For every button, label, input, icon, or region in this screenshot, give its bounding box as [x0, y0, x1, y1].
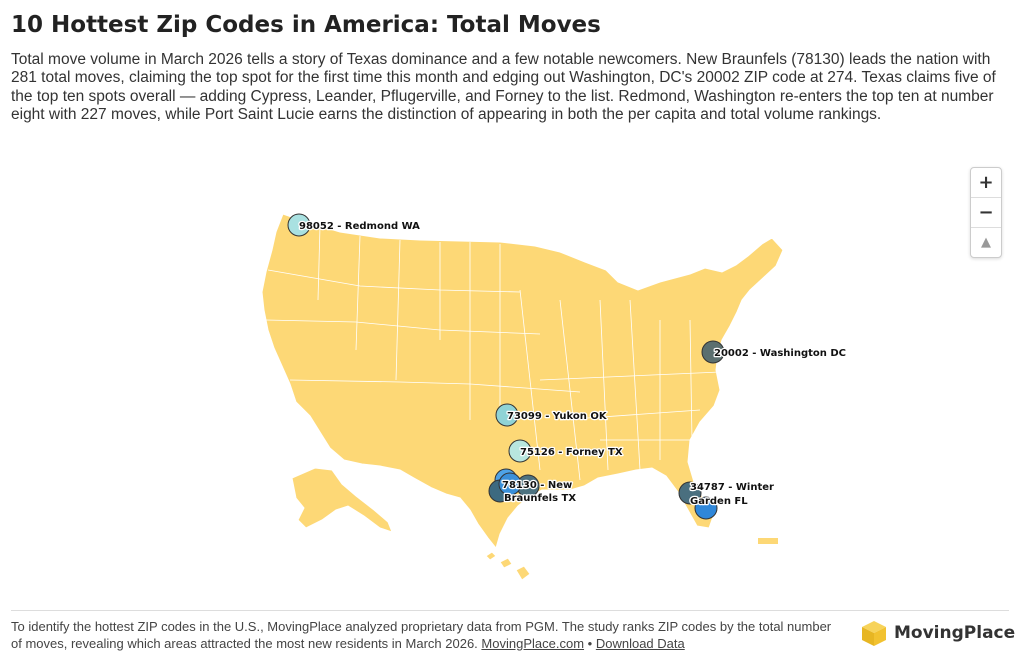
- reset-north-button[interactable]: ▲: [971, 228, 1001, 257]
- hawaii-shape: [485, 551, 531, 581]
- marker-forney-tx[interactable]: [508, 439, 532, 463]
- marker-winter-garden-fl[interactable]: [678, 481, 702, 505]
- marker-label-redmond-wa: 98052 - Redmond WA: [299, 221, 420, 232]
- marker-label-new-braunfels-tx-line1: 78130 - New: [502, 480, 572, 491]
- movingplace-link[interactable]: MovingPlace.com: [481, 635, 585, 651]
- footer-note: To identify the hottest ZIP codes in the…: [11, 619, 841, 652]
- cube-logo-icon: [862, 621, 886, 646]
- zoom-controls: + − ▲: [970, 167, 1002, 258]
- download-data-link[interactable]: Download Data: [595, 635, 685, 651]
- marker-label-new-braunfels-tx-line2: Braunfels TX: [504, 493, 576, 504]
- marker-label-washington-dc: 20002 - Washington DC: [714, 348, 846, 359]
- compass-icon: ▲: [981, 235, 991, 250]
- contiguous-us-shape: [261, 213, 784, 550]
- footer-separator: •: [587, 635, 593, 651]
- map-area[interactable]: 98052 - Redmond WA 20002 - Washington DC…: [0, 160, 1020, 600]
- zoom-in-button[interactable]: +: [971, 168, 1001, 198]
- marker-label-winter-garden-fl-line1: 34787 - Winter: [690, 482, 774, 493]
- us-map[interactable]: 98052 - Redmond WA 20002 - Washington DC…: [0, 160, 1020, 600]
- marker-label-yukon-ok: 73099 - Yukon OK: [507, 411, 608, 422]
- page-description: Total move volume in March 2026 tells a …: [11, 51, 996, 123]
- zoom-out-button[interactable]: −: [971, 198, 1001, 228]
- marker-label-winter-garden-fl-line2: Garden FL: [690, 496, 748, 507]
- puerto-rico-shape: [758, 538, 778, 544]
- brand-name: MovingPlace: [894, 623, 1016, 643]
- state-borders: [265, 225, 721, 481]
- footer-text: To identify the hottest ZIP codes in the…: [11, 619, 832, 651]
- footer-divider: [11, 610, 1009, 611]
- marker-redmond-wa[interactable]: [287, 213, 311, 237]
- marker-washington-dc[interactable]: [701, 340, 725, 364]
- marker-yukon-ok[interactable]: [495, 403, 519, 427]
- marker-port-saint-lucie-fl[interactable]: [694, 496, 718, 520]
- brand-logo[interactable]: MovingPlace: [860, 619, 1015, 647]
- page-title: 10 Hottest Zip Codes in America: Total M…: [11, 12, 601, 38]
- marker-label-forney-tx: 75126 - Forney TX: [520, 447, 623, 458]
- marker-new-braunfels-tx[interactable]: [498, 472, 522, 496]
- alaska-shape: [291, 467, 393, 533]
